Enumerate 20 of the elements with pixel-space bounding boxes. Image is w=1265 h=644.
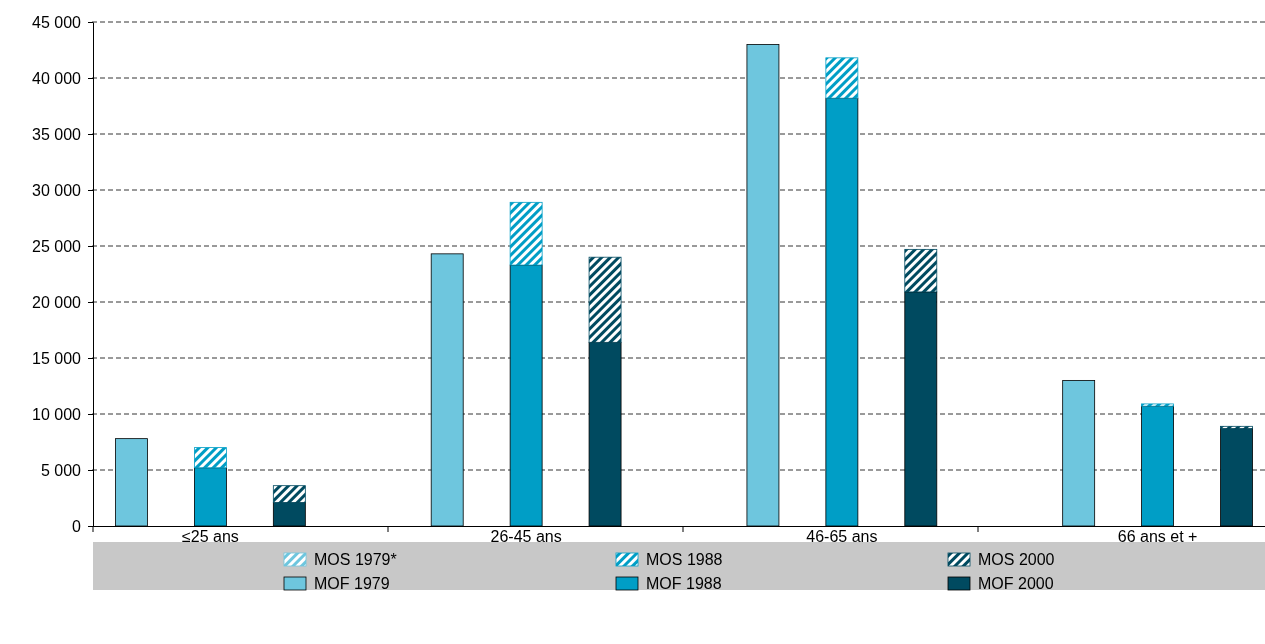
y-tick-label: 15 000	[32, 349, 82, 367]
legend-label: MOF 1988	[646, 575, 722, 592]
legend-label: MOS 1979*	[314, 551, 397, 568]
legend-label: MOS 2000	[978, 551, 1055, 568]
y-tick-label: 35 000	[32, 125, 82, 143]
y-tick-label: 40 000	[32, 69, 82, 87]
y-tick-label: 10 000	[32, 405, 82, 423]
x-tick-label: 66 ans et +	[1117, 528, 1198, 546]
x-tick-label: ≤25 ans	[181, 528, 239, 546]
y-tick-label: 5 000	[40, 461, 82, 479]
y-tick-label: 45 000	[32, 13, 82, 31]
x-tick-label: 46-65 ans	[806, 528, 878, 546]
legend-label: MOF 1979	[314, 575, 390, 592]
y-tick-label: 30 000	[32, 181, 82, 199]
y-tick-label: 0	[72, 517, 82, 535]
legend-label: MOS 1988	[646, 551, 723, 568]
y-tick-label: 25 000	[32, 237, 82, 255]
y-tick-label: 20 000	[32, 293, 82, 311]
legend-label: MOF 2000	[978, 575, 1054, 592]
x-tick-label: 26-45 ans	[490, 528, 562, 546]
